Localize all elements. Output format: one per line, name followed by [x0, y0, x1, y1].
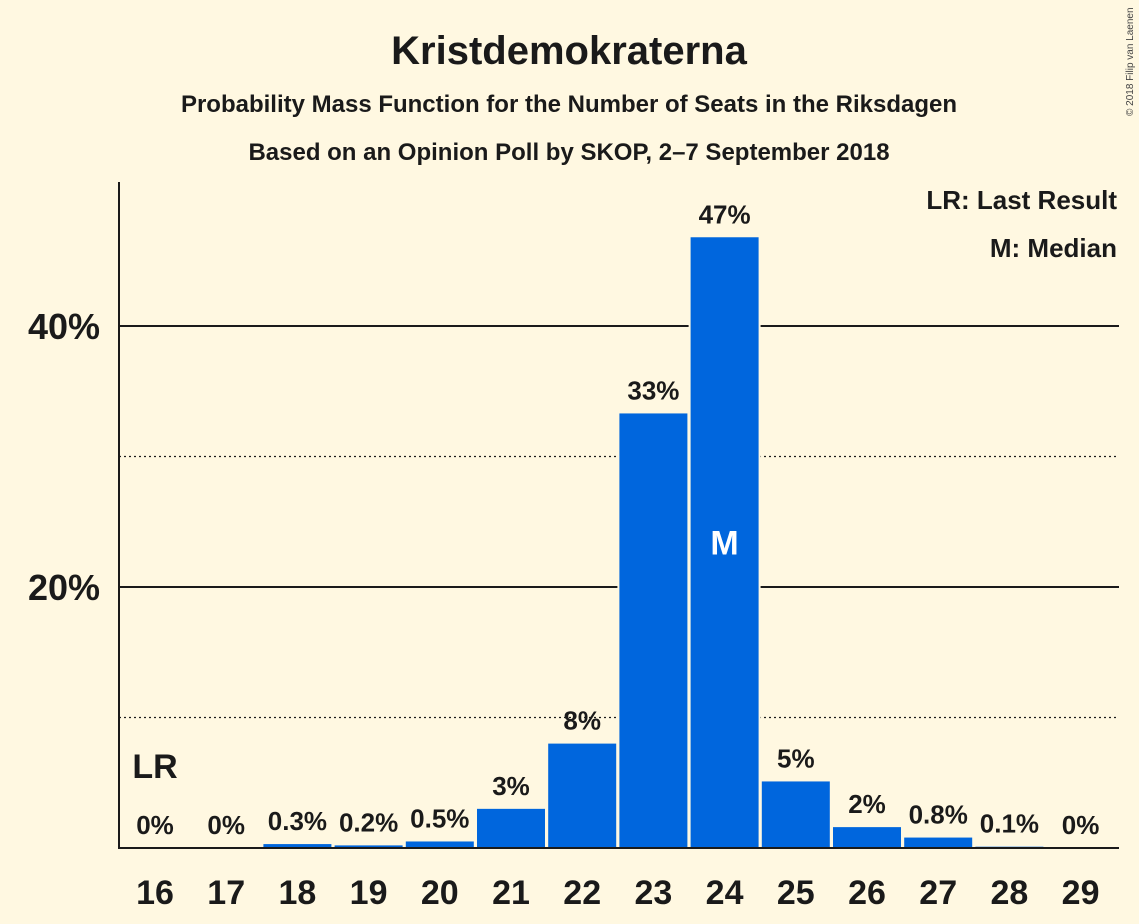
x-tick-label-25: 25: [777, 874, 815, 912]
median-marker: M: [710, 525, 738, 563]
x-tick-label-19: 19: [350, 874, 388, 912]
x-axis-ticks: 16 17 18 19 20 21 22 23 24 25 26 27 28 29: [136, 874, 1099, 912]
bars: [261, 235, 1046, 848]
legend-last-result: LR: Last Result: [926, 185, 1117, 215]
data-label-24: 47%: [699, 199, 751, 229]
data-label-25: 5%: [777, 743, 815, 773]
x-tick-label-22: 22: [563, 874, 601, 912]
data-label-29: 0%: [1062, 810, 1100, 840]
chart-title: Kristdemokraterna: [391, 29, 747, 73]
x-tick-label-27: 27: [919, 874, 957, 912]
data-label-20: 0.5%: [410, 803, 469, 833]
bar-26: [833, 827, 901, 848]
bar-23: [619, 413, 688, 848]
data-label-26: 2%: [848, 789, 886, 819]
bar-22: [548, 743, 617, 848]
x-tick-label-20: 20: [421, 874, 459, 912]
bar-20: [405, 841, 474, 848]
bar-27: [904, 837, 973, 848]
data-label-23: 33%: [627, 375, 679, 405]
data-label-16: 0%: [136, 810, 174, 840]
x-tick-label-28: 28: [990, 874, 1028, 912]
bar-19: [334, 845, 403, 848]
bar-21: [477, 808, 545, 848]
x-tick-label-17: 17: [207, 874, 245, 912]
data-label-28: 0.1%: [980, 809, 1039, 839]
x-tick-label-18: 18: [278, 874, 316, 912]
bar-18: [263, 844, 332, 848]
data-label-18: 0.3%: [268, 806, 327, 836]
data-label-21: 3%: [492, 771, 530, 801]
y-tick-label: 20%: [28, 567, 100, 608]
x-tick-label-16: 16: [136, 874, 174, 912]
data-label-17: 0%: [207, 810, 245, 840]
data-labels: 0% LR 0% 0.3% 0.2% 0.5% 3% 8% 33% 47% M 5% 2% 0.8% 0.1…: [132, 199, 1099, 840]
bar-halo-28: [973, 844, 1046, 848]
bar-25: [761, 781, 830, 848]
x-tick-label-21: 21: [492, 874, 530, 912]
bar-24: [690, 237, 759, 848]
data-label-22: 8%: [563, 706, 601, 736]
legend-median: M: Median: [990, 233, 1117, 263]
x-tick-label-29: 29: [1062, 874, 1100, 912]
chart-subtitle-2: Based on an Opinion Poll by SKOP, 2–7 Se…: [248, 139, 889, 166]
data-label-27: 0.8%: [909, 800, 968, 830]
x-tick-label-24: 24: [706, 874, 744, 912]
data-label-19: 0.2%: [339, 807, 398, 837]
last-result-marker: LR: [132, 748, 177, 786]
y-tick-label: 40%: [28, 306, 100, 347]
x-tick-label-23: 23: [634, 874, 672, 912]
x-tick-label-26: 26: [848, 874, 886, 912]
copyright-note: © 2018 Filip van Laenen: [1125, 7, 1136, 116]
y-axis-ticks: 20% 40%: [28, 306, 100, 608]
chart-subtitle: Probability Mass Function for the Number…: [181, 91, 957, 118]
